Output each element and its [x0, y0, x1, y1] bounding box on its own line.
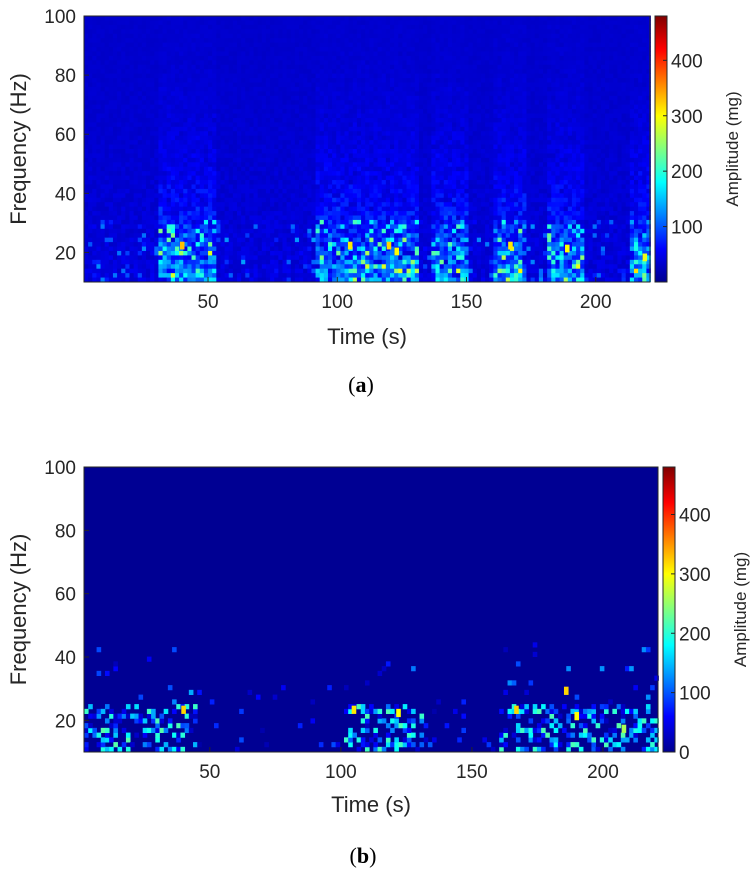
y-tick-label: 100 [44, 458, 76, 479]
x-tick-label: 150 [451, 292, 483, 313]
y-tick-label: 40 [55, 184, 76, 205]
y-axis-label: Frequency (Hz) [6, 534, 31, 686]
colorbar-tick-label: 0 [679, 743, 690, 764]
heatmap-hotspot [394, 247, 399, 256]
y-tick-label: 40 [55, 648, 76, 669]
colorbar [654, 15, 668, 283]
heatmap-hotspot [347, 241, 353, 250]
panel-caption: (a) [348, 372, 374, 397]
plot-frame [83, 15, 651, 283]
heatmap-hotspot [514, 705, 519, 714]
colorbar-label: Amplitude (mg) [723, 91, 742, 206]
y-tick-label: 80 [55, 66, 76, 87]
colorbar-tick-label: 300 [679, 565, 711, 586]
x-tick-label: 200 [587, 762, 619, 783]
heatmap-hotspot [351, 705, 357, 714]
y-tick-label: 60 [55, 585, 76, 606]
heatmap-hotspot [181, 705, 186, 714]
heatmap-cells [84, 15, 651, 282]
colorbar-label: Amplitude (mg) [731, 552, 750, 667]
heatmap-hotspot [565, 244, 570, 253]
colorbar-tick-label: 200 [671, 162, 703, 183]
panel-b: 50 100 150 200 20 40 60 80 100 Time (s) Frequency … [6, 458, 750, 868]
x-tick-label: 50 [197, 292, 218, 313]
x-tick-label: 100 [325, 762, 357, 783]
colorbar-tick-label: 100 [671, 218, 703, 239]
x-axis-label: Time (s) [331, 792, 411, 817]
heatmap-hotspot [386, 241, 392, 250]
heatmap-hotspot [621, 724, 627, 733]
heatmap-hotspot [508, 241, 513, 250]
colorbar-tick-label: 400 [671, 51, 703, 72]
colorbar-tick-label: 200 [679, 624, 711, 645]
plot-frame [83, 466, 659, 753]
heatmap-hotspot [563, 686, 569, 695]
y-tick-label: 80 [55, 521, 76, 542]
x-tick-label: 200 [580, 292, 612, 313]
colorbar-tick-label: 400 [679, 506, 711, 527]
y-tick-label: 60 [55, 125, 76, 146]
x-tick-label: 150 [456, 762, 488, 783]
heatmap-hotspot [574, 712, 580, 721]
y-tick-label: 20 [55, 243, 76, 264]
heatmap-hotspot [642, 253, 648, 262]
y-tick-label: 100 [44, 7, 76, 28]
heatmap-hotspot [179, 241, 185, 250]
x-axis-label: Time (s) [327, 324, 407, 349]
x-tick-label: 100 [321, 292, 353, 313]
colorbar-tick-label: 300 [671, 107, 703, 128]
colorbar-tick-label: 100 [679, 684, 711, 705]
y-axis-label: Frequency (Hz) [6, 73, 31, 225]
colorbar [662, 466, 676, 753]
panel-caption: (b) [350, 843, 377, 868]
x-tick-label: 50 [199, 762, 220, 783]
heatmap-cells [84, 642, 659, 752]
y-tick-label: 20 [55, 711, 76, 732]
heatmap-hotspot [396, 708, 401, 718]
panel-a: 50 100 150 200 20 40 60 80 100 Time (s) Frequency … [6, 7, 742, 397]
